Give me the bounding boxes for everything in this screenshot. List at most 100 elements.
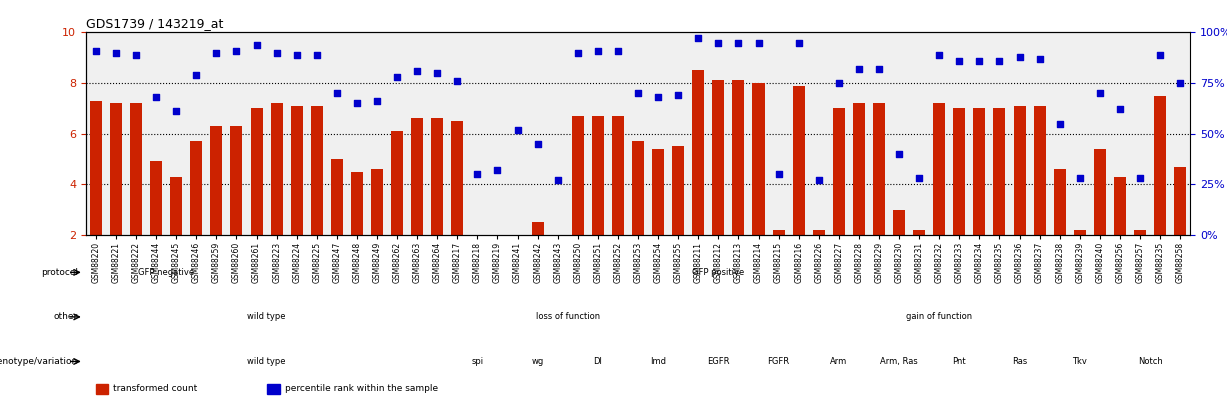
Bar — [512, 235, 524, 283]
Text: FGFR: FGFR — [768, 357, 790, 366]
Point — [1110, 106, 1130, 113]
Bar — [953, 109, 966, 235]
Point — [307, 51, 326, 58]
Point — [407, 68, 427, 74]
Bar — [130, 103, 142, 235]
Bar — [1054, 169, 1066, 235]
Point — [969, 58, 989, 64]
Point — [427, 70, 447, 76]
Point — [688, 35, 708, 42]
Point — [467, 171, 487, 177]
Text: Ras: Ras — [1012, 357, 1027, 366]
Bar — [210, 126, 222, 235]
Bar — [572, 116, 584, 235]
Text: gain of function: gain of function — [907, 312, 972, 322]
Bar — [531, 222, 544, 235]
Point — [146, 94, 166, 100]
Bar — [652, 149, 664, 235]
Text: Arm: Arm — [831, 357, 848, 366]
Bar — [250, 109, 263, 235]
Bar — [893, 210, 906, 235]
Bar — [793, 85, 805, 235]
Bar — [351, 172, 363, 235]
Point — [1070, 175, 1090, 181]
Bar — [96, 384, 108, 394]
Point — [287, 51, 307, 58]
Point — [789, 39, 809, 46]
Bar — [833, 109, 845, 235]
Text: Notch: Notch — [1137, 357, 1162, 366]
Bar — [1014, 106, 1026, 235]
Point — [809, 177, 828, 183]
Point — [588, 47, 607, 54]
Point — [187, 72, 206, 78]
Bar — [190, 141, 202, 235]
Point — [628, 90, 648, 96]
Bar — [672, 146, 685, 235]
Point — [206, 49, 226, 56]
Point — [648, 94, 667, 100]
Bar — [1093, 149, 1106, 235]
Point — [990, 58, 1010, 64]
Point — [1130, 175, 1150, 181]
Point — [266, 49, 286, 56]
Text: wg: wg — [531, 357, 544, 366]
Text: other: other — [54, 312, 79, 322]
Text: genotype/variation: genotype/variation — [0, 357, 79, 366]
Point — [890, 151, 909, 157]
Bar — [471, 235, 483, 283]
Point — [708, 39, 728, 46]
Bar — [271, 103, 282, 235]
Point — [929, 51, 948, 58]
Bar — [291, 106, 303, 235]
Text: GFP negative: GFP negative — [139, 268, 194, 277]
Point — [869, 66, 888, 72]
Bar — [913, 230, 925, 235]
Point — [748, 39, 768, 46]
Text: GFP positive: GFP positive — [692, 268, 745, 277]
Bar — [994, 109, 1005, 235]
Bar — [492, 235, 503, 283]
Text: Pnt: Pnt — [952, 357, 966, 366]
Point — [388, 74, 407, 80]
Bar — [752, 83, 764, 235]
Point — [528, 141, 547, 147]
Point — [107, 49, 126, 56]
Bar — [612, 116, 625, 235]
Bar — [552, 235, 563, 258]
Bar — [391, 131, 404, 235]
Point — [126, 51, 146, 58]
Bar — [1114, 177, 1126, 235]
Bar — [733, 81, 745, 235]
Bar — [411, 119, 423, 235]
Point — [729, 39, 748, 46]
Bar — [973, 109, 985, 235]
Bar — [452, 121, 464, 235]
Point — [1029, 55, 1049, 62]
Bar — [591, 116, 604, 235]
Point — [829, 80, 849, 86]
Text: Imd: Imd — [650, 357, 666, 366]
Bar — [632, 141, 644, 235]
Point — [367, 98, 387, 104]
Bar — [267, 384, 280, 394]
Bar — [934, 103, 945, 235]
Bar — [110, 103, 121, 235]
Point — [568, 49, 588, 56]
Point — [548, 177, 568, 183]
Point — [487, 167, 507, 173]
Text: percentile rank within the sample: percentile rank within the sample — [285, 384, 438, 393]
Point — [609, 47, 628, 54]
Bar — [713, 81, 724, 235]
Point — [909, 175, 929, 181]
Text: spi: spi — [471, 357, 483, 366]
Point — [227, 47, 247, 54]
Point — [950, 58, 969, 64]
Point — [328, 90, 347, 96]
Text: Tkv: Tkv — [1072, 357, 1087, 366]
Bar — [853, 103, 865, 235]
Text: GDS1739 / 143219_at: GDS1739 / 143219_at — [86, 17, 223, 30]
Bar — [150, 162, 162, 235]
Point — [347, 100, 367, 107]
Text: loss of function: loss of function — [536, 312, 600, 322]
